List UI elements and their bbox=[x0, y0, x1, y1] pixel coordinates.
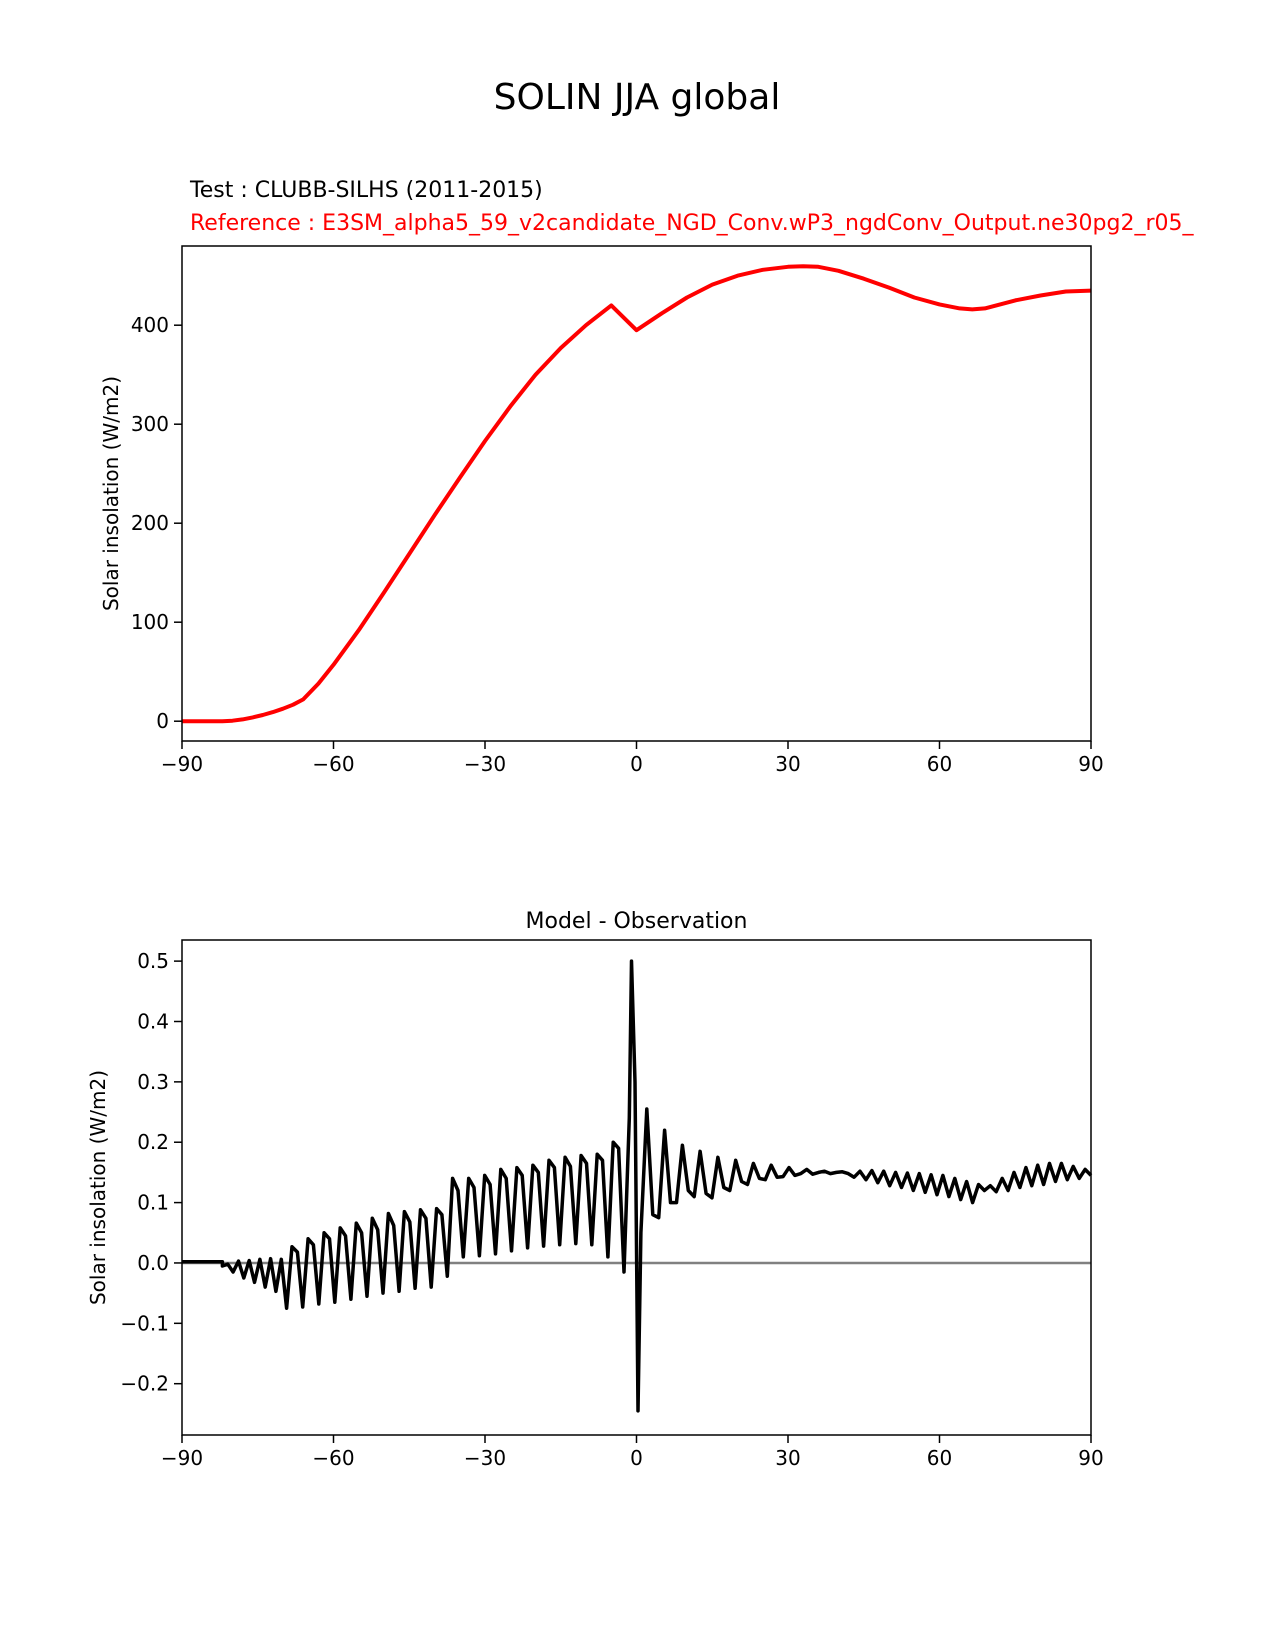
bottom-x-tick-label: −90 bbox=[161, 1446, 203, 1470]
bottom-x-tick-label: 30 bbox=[775, 1446, 800, 1470]
bottom-axes: −90 −60 −30 0 30 60 90 −0.2 −0.1 0.0 0.1 0.2 0.3 0.4 0… bbox=[86, 909, 1104, 1470]
top-series-line bbox=[182, 264, 1092, 724]
top-y-tick-label: 400 bbox=[131, 313, 169, 337]
top-x-tick-label: 60 bbox=[927, 752, 952, 776]
bottom-y-tick-label: 0.2 bbox=[137, 1130, 169, 1154]
bottom-y-tick-label: 0.3 bbox=[137, 1070, 169, 1094]
bottom-series-line bbox=[182, 959, 1093, 1413]
bottom-y-tick-label: 0.1 bbox=[137, 1191, 169, 1215]
top-x-tick-label: −60 bbox=[312, 752, 354, 776]
top-x-tick-label: 30 bbox=[775, 752, 800, 776]
top-x-tick-label: −30 bbox=[464, 752, 506, 776]
top-axes-frame bbox=[181, 245, 1092, 742]
top-y-tick-label: 100 bbox=[131, 610, 169, 634]
bottom-y-axis-label: Solar insolation (W/m2) bbox=[86, 1070, 110, 1305]
bottom-x-tick-label: 60 bbox=[927, 1446, 952, 1470]
bottom-y-tick-label: −0.2 bbox=[120, 1372, 169, 1396]
top-y-axis-label: Solar insolation (W/m2) bbox=[99, 376, 123, 611]
top-x-tick-label: −90 bbox=[161, 752, 203, 776]
bottom-y-tick-label: 0.0 bbox=[137, 1251, 169, 1275]
top-x-tick-label: 90 bbox=[1078, 752, 1103, 776]
top-axes: −90 −60 −30 0 30 60 90 0 100 200 300 400 Solar insol… bbox=[99, 245, 1104, 776]
bottom-x-tick-label: −60 bbox=[312, 1446, 354, 1470]
top-y-tick-label: 200 bbox=[131, 511, 169, 535]
bottom-axes-title: Model - Observation bbox=[526, 909, 748, 934]
reference-label: Reference : E3SM_alpha5_59_v2candidate_N… bbox=[190, 211, 1195, 236]
bottom-x-tick-label: 0 bbox=[630, 1446, 643, 1470]
top-y-tick-label: 0 bbox=[156, 709, 169, 733]
bottom-x-tick-label: −30 bbox=[464, 1446, 506, 1470]
figure-title: SOLIN JJA global bbox=[494, 77, 781, 118]
bottom-y-tick-label: 0.4 bbox=[137, 1009, 169, 1033]
bottom-x-tick-label: 90 bbox=[1078, 1446, 1103, 1470]
top-y-tick-label: 300 bbox=[131, 412, 169, 436]
top-x-tick-label: 0 bbox=[630, 752, 643, 776]
test-label: Test : CLUBB-SILHS (2011-2015) bbox=[189, 178, 543, 203]
bottom-y-tick-label: 0.5 bbox=[137, 949, 169, 973]
bottom-y-tick-label: −0.1 bbox=[120, 1311, 169, 1335]
